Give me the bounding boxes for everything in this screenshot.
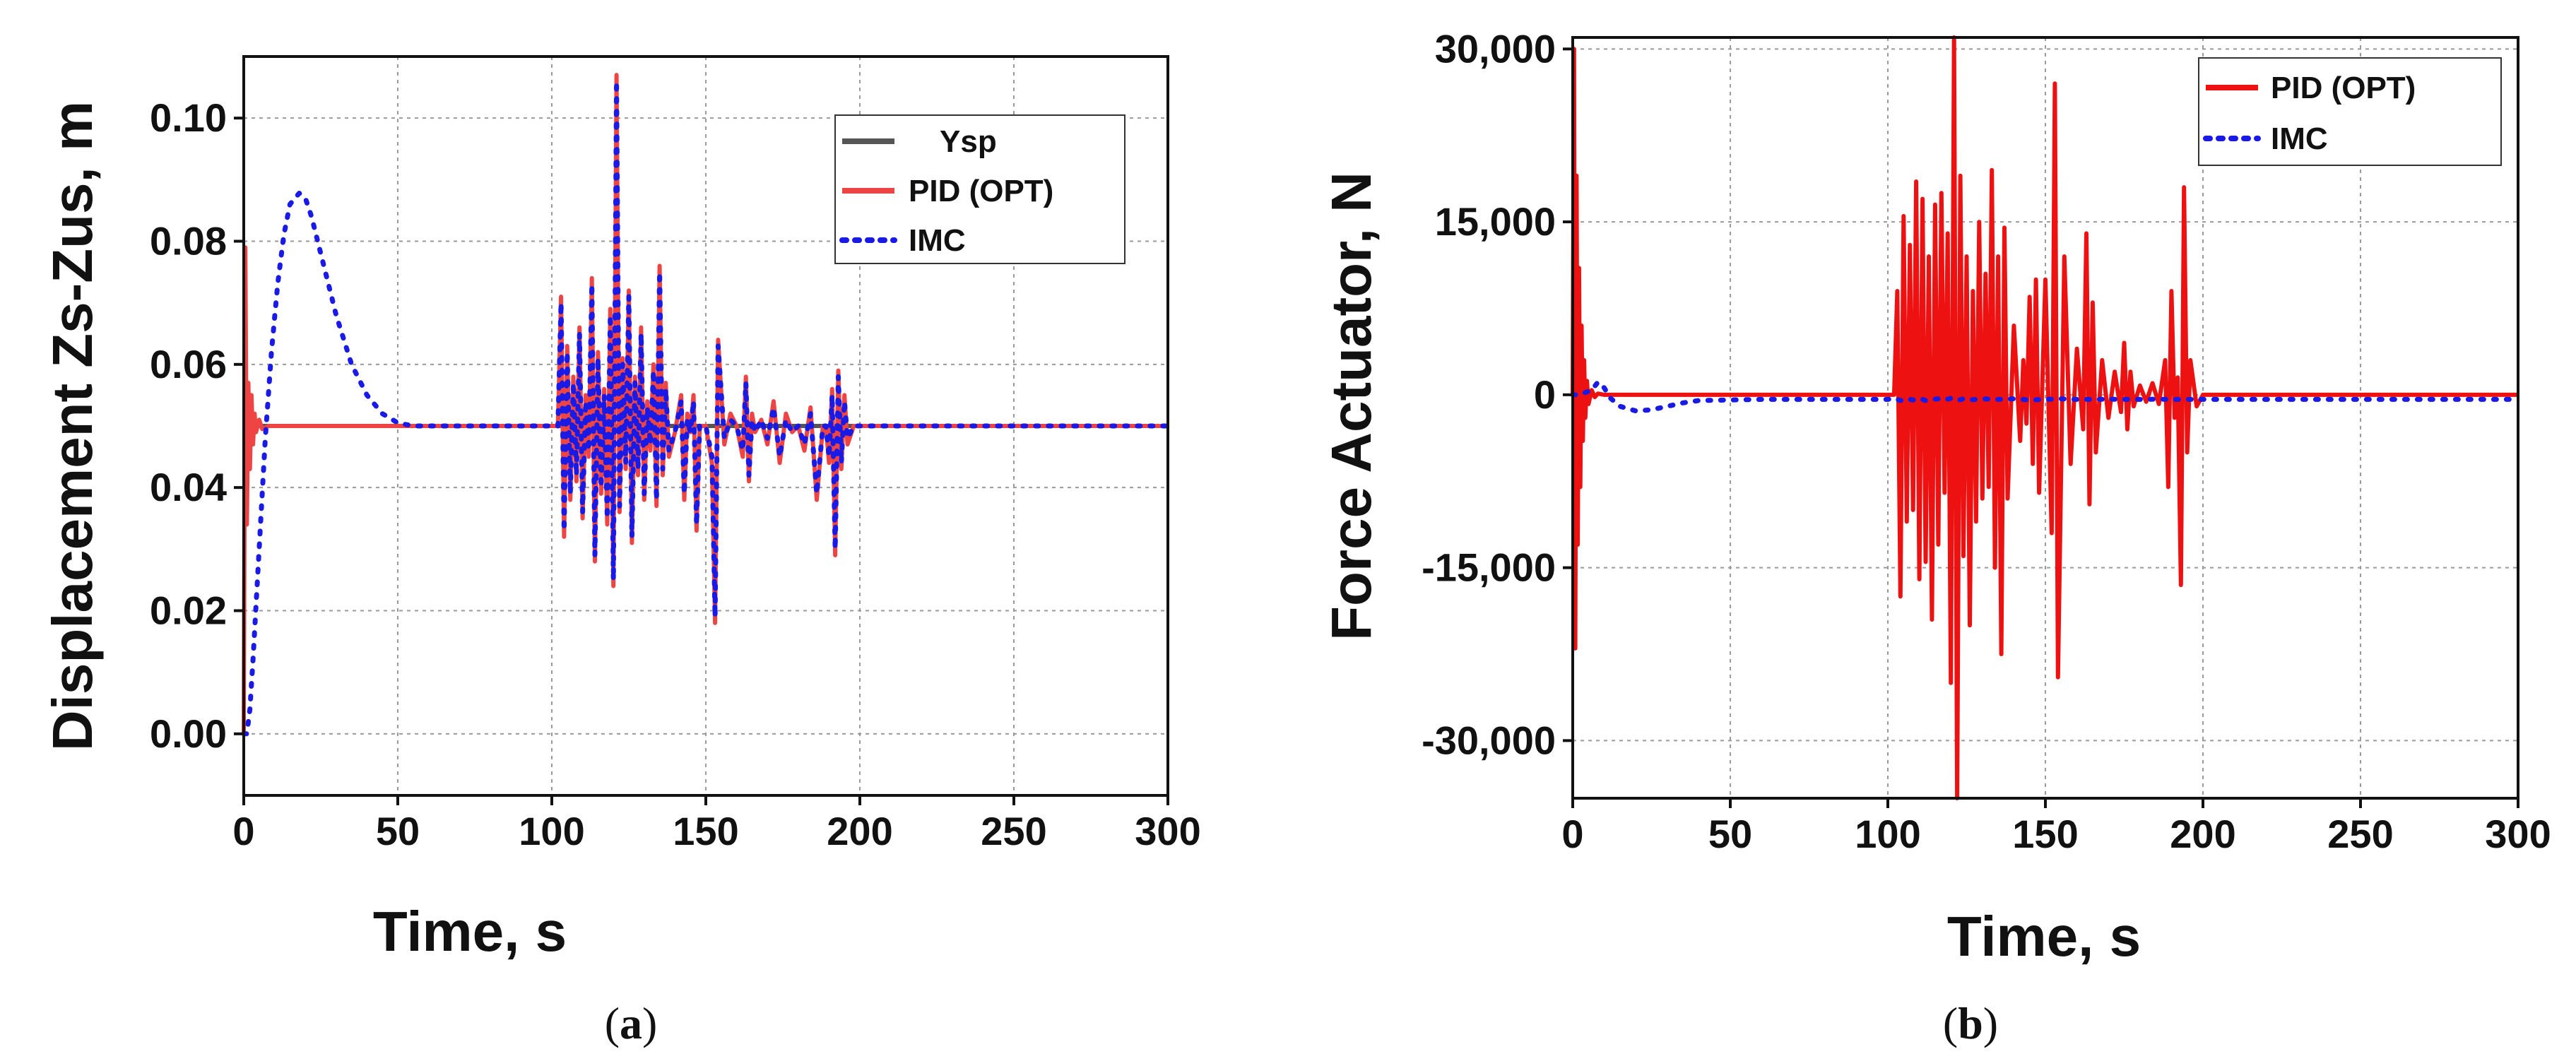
caption-letter-a: a [620, 998, 642, 1048]
caption-b: (b) [1943, 998, 1998, 1048]
x-tick-label: 0 [1561, 812, 1583, 856]
x-tick-label: 50 [376, 809, 420, 853]
x-tick-label: 200 [827, 809, 892, 853]
y-tick-label: 0.08 [150, 219, 227, 263]
legend-b: PID (OPT) IMC [2198, 57, 2502, 166]
legend-label-a-pid: PID (OPT) [909, 174, 1053, 208]
x-tick-label: 50 [1708, 812, 1752, 856]
x-tick-label: 200 [2170, 812, 2235, 856]
y-tick-label: 0.04 [150, 465, 227, 509]
y-axis-title-b: Force Actuator, N [1320, 172, 1383, 641]
y-axis-title-a: Displacement Zs-Zus, m [41, 101, 104, 751]
legend-box-b [2198, 57, 2502, 166]
y-tick-label: -15,000 [1422, 545, 1556, 590]
series-line-b-imc [1570, 379, 2521, 414]
y-tick-label: 30,000 [1435, 26, 1556, 71]
panel-b: -30,000 -15,000 0 15,000 30,000 0 50 100 150 200 2… [1320, 26, 2551, 1048]
y-tick-label: 0.06 [150, 342, 227, 386]
axis-ticks-a: 0.00 0.02 0.04 0.06 0.08 0.10 0 50 100 150 200 250 3… [150, 95, 1201, 853]
y-tick-label: -30,000 [1422, 718, 1556, 762]
x-tick-label: 0 [232, 809, 254, 853]
x-tick-label: 300 [2485, 812, 2551, 856]
caption-a: (a) [605, 998, 658, 1048]
x-tick-label: 100 [1855, 812, 1920, 856]
x-tick-label: 250 [2327, 812, 2393, 856]
y-tick-label: 0.00 [150, 711, 227, 756]
x-tick-label: 100 [519, 809, 584, 853]
x-tick-label: 150 [673, 809, 738, 853]
x-tick-label: 250 [981, 809, 1046, 853]
legend-a: Ysp PID (OPT) IMC [834, 114, 1125, 264]
x-axis-title-a: Time, s [373, 900, 567, 963]
y-tick-label: 0.10 [150, 95, 227, 140]
y-tick-label: 0 [1534, 372, 1556, 417]
axis-ticks-b: -30,000 -15,000 0 15,000 30,000 0 50 100 150 200 2… [1422, 26, 2551, 856]
panel-a: 0.00 0.02 0.04 0.06 0.08 0.10 0 50 100 150 200 250 3… [41, 55, 1201, 1048]
series-group-a [241, 73, 1171, 737]
y-tick-label: 15,000 [1435, 199, 1556, 244]
series-line-b-pid-opt [1571, 35, 2518, 800]
legend-label-b-imc: IMC [2271, 121, 2328, 156]
x-axis-title-b: Time, s [1947, 905, 2141, 968]
x-tick-label: 150 [2012, 812, 2078, 856]
legend-label-b-pid: PID (OPT) [2271, 71, 2416, 105]
caption-letter-b: b [1958, 998, 1983, 1048]
x-tick-label: 300 [1135, 809, 1200, 853]
legend-label-a-ysp: Ysp [940, 124, 997, 159]
legend-label-a-imc: IMC [909, 223, 966, 258]
series-group-b [1570, 35, 2521, 800]
y-tick-label: 0.02 [150, 588, 227, 633]
series-line-a-imc [241, 78, 1171, 737]
